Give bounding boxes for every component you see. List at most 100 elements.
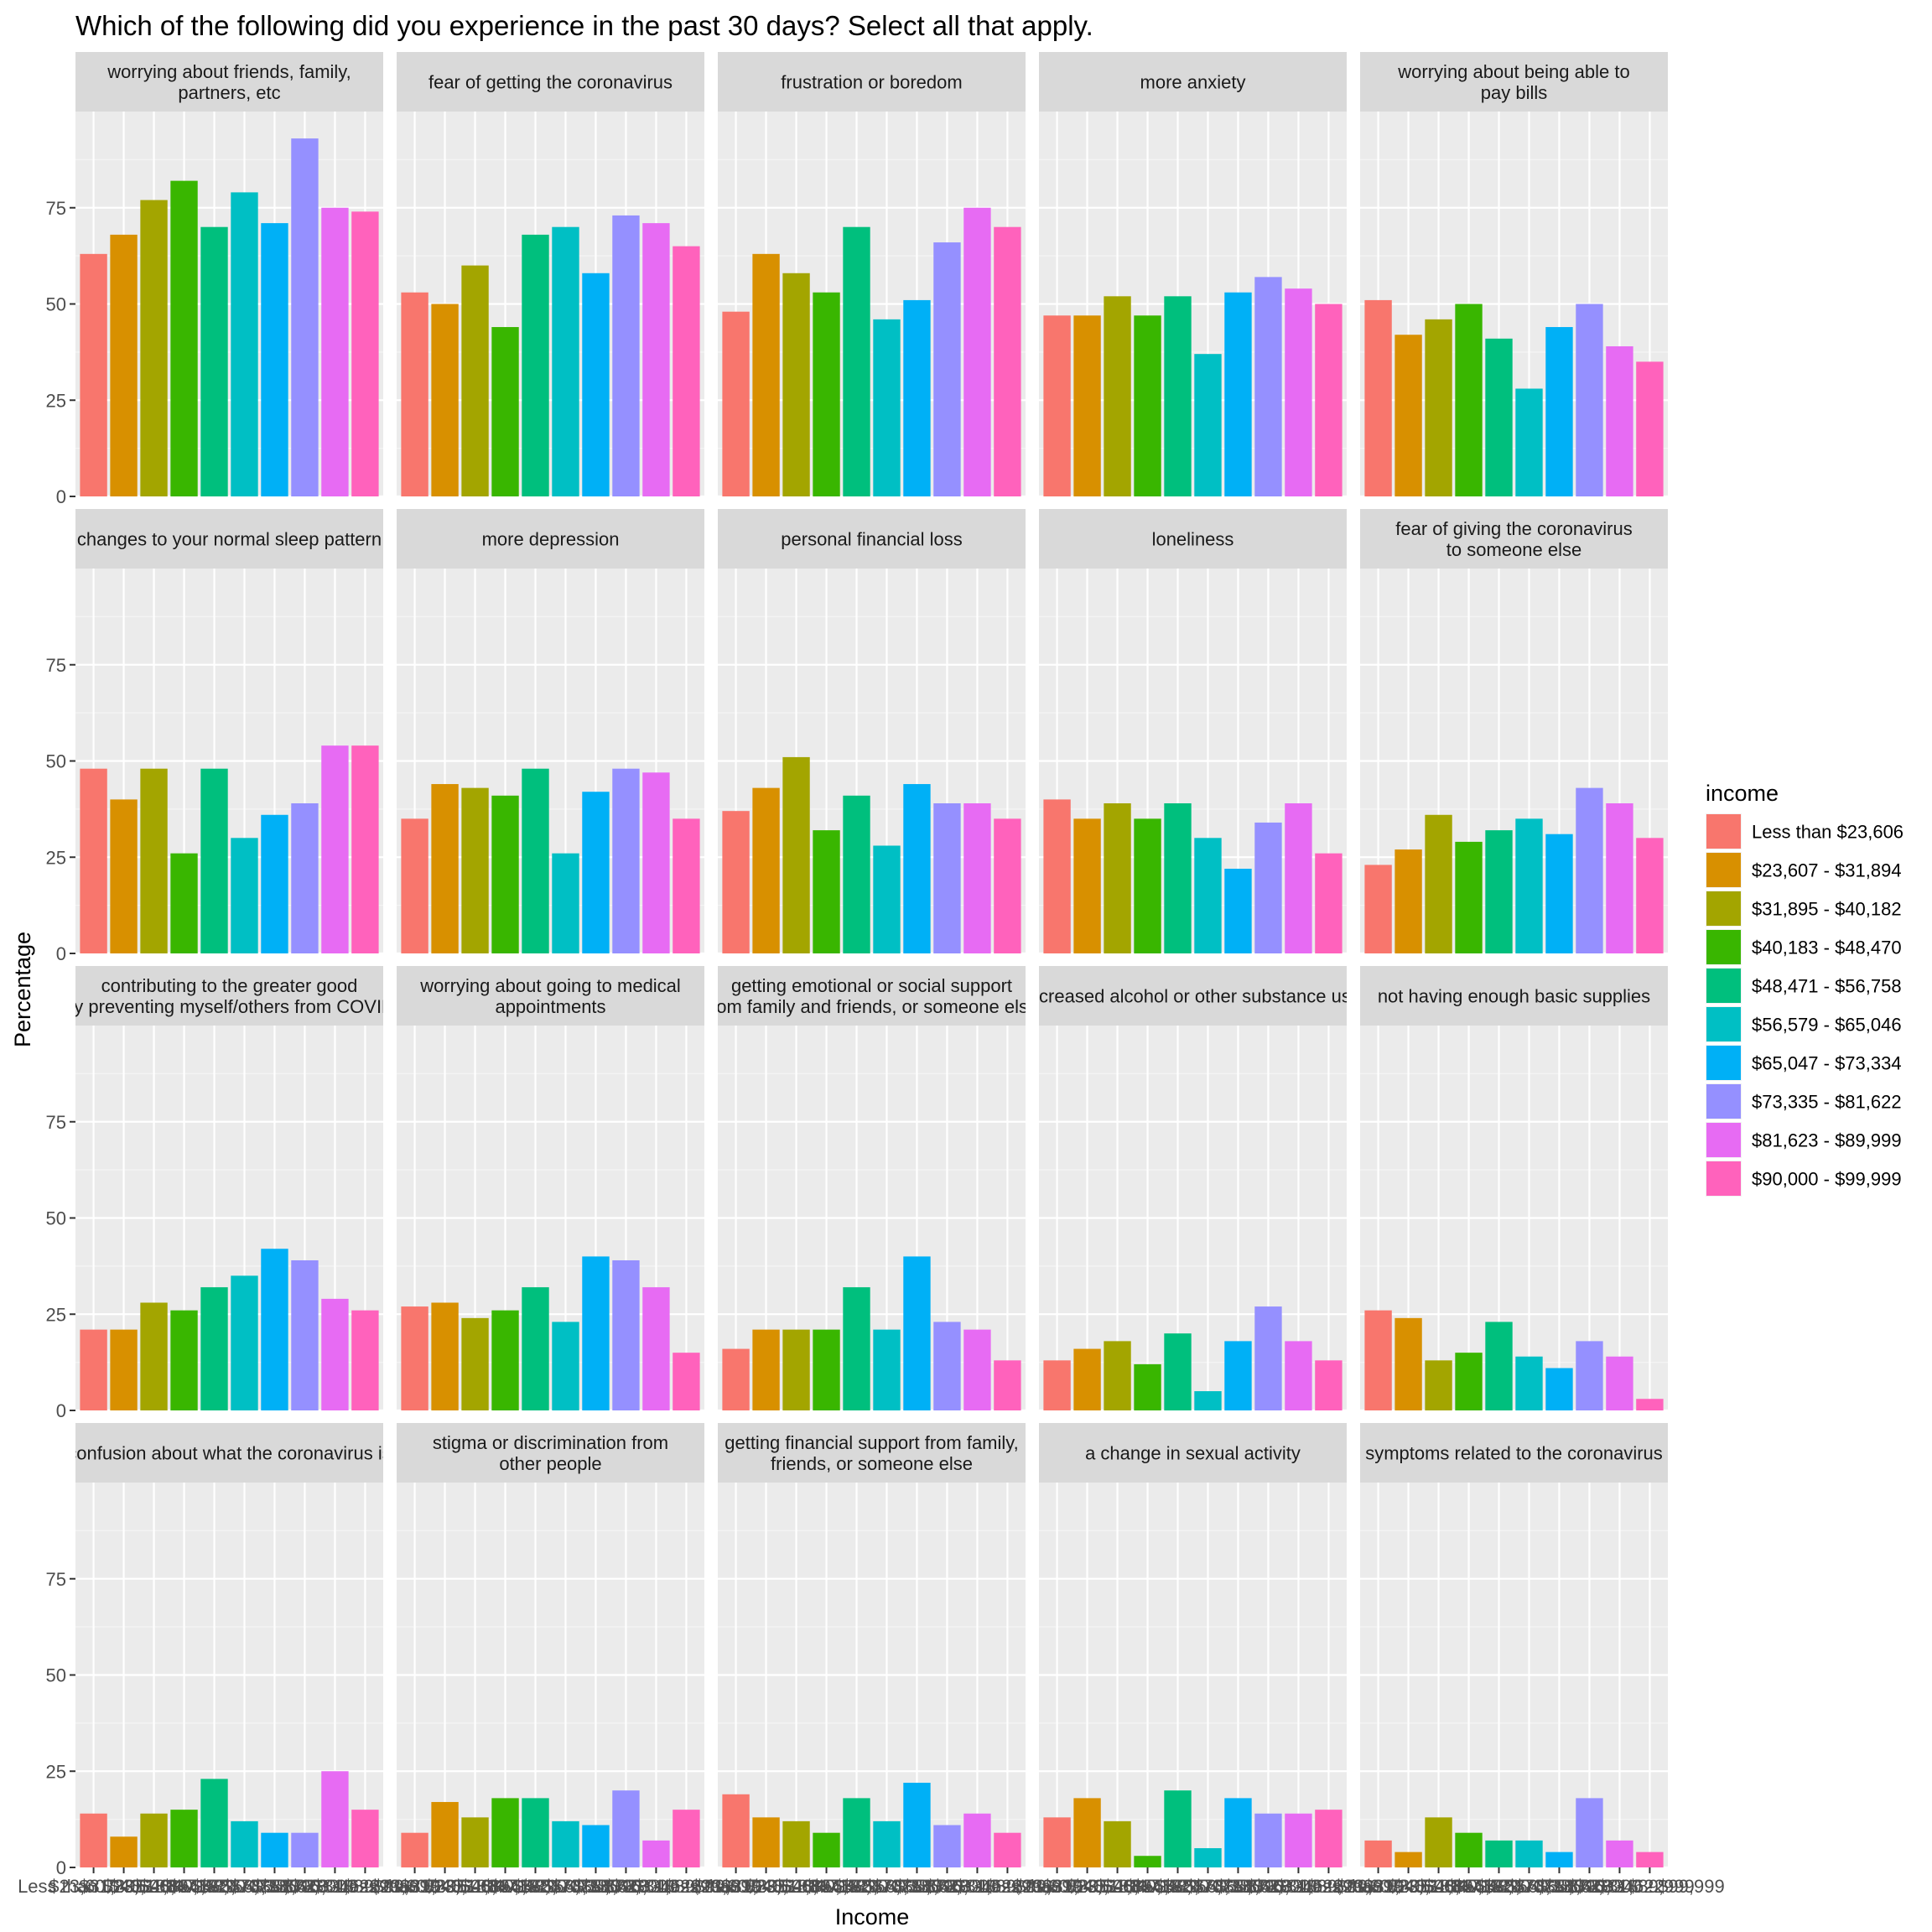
facet-panel: fear of getting the coronavirus — [397, 52, 704, 498]
bar — [843, 1287, 870, 1410]
bar — [1315, 853, 1343, 953]
legend-swatch — [1706, 814, 1741, 849]
facet-strip — [1039, 509, 1347, 569]
x-tick-label: Less than $23,606 — [1302, 1876, 1454, 1897]
bar — [321, 1298, 349, 1410]
bar — [1636, 1852, 1664, 1867]
bar — [1606, 802, 1633, 953]
legend-swatch — [1706, 1007, 1741, 1041]
legend-label: $40,183 - $48,470 — [1752, 937, 1902, 958]
x-tick-label: $56,579 - $65,046 — [169, 1876, 319, 1897]
bar — [994, 818, 1021, 953]
bar — [1194, 1391, 1222, 1410]
x-tick-label: $81,623 - $89,999 — [902, 1876, 1052, 1897]
y-tick-label: 75 — [46, 1569, 66, 1590]
bar — [1636, 838, 1664, 953]
x-tick-label: $23,607 - $31,894 — [1333, 1876, 1483, 1897]
bar — [431, 304, 459, 496]
bar — [491, 327, 519, 496]
bar — [200, 1779, 228, 1867]
bar — [351, 1810, 379, 1867]
x-tick-label: $48,471 - $56,758 — [460, 1876, 610, 1897]
bar — [994, 1360, 1021, 1410]
bar — [1224, 1798, 1252, 1867]
bar — [673, 246, 700, 496]
x-tick-label: $81,623 - $89,999 — [581, 1876, 731, 1897]
y-tick-label: 75 — [46, 655, 66, 676]
x-tick-label: $65,047 - $73,334 — [842, 1876, 992, 1897]
y-tick-label: 0 — [56, 1857, 66, 1878]
bar — [321, 1771, 349, 1867]
x-tick-label: $31,895 - $40,182 — [400, 1876, 550, 1897]
legend-swatch — [1706, 1046, 1741, 1080]
x-tick-label: $65,047 - $73,334 — [1484, 1876, 1634, 1897]
x-tick-label: $40,183 - $48,470 — [1072, 1876, 1223, 1897]
bar — [1576, 1341, 1603, 1410]
bar — [170, 180, 198, 496]
bar — [1364, 299, 1392, 496]
bar — [782, 1820, 810, 1867]
bar — [110, 234, 138, 496]
bar — [1285, 288, 1312, 496]
bar — [813, 292, 840, 496]
facet-label: symptoms related to the coronavirus — [1365, 1443, 1663, 1464]
bar — [1515, 388, 1543, 496]
bar — [722, 1794, 750, 1867]
facet-strip — [1039, 1423, 1347, 1483]
legend-label: $65,047 - $73,334 — [1752, 1053, 1902, 1074]
facet-label: not having enough basic supplies — [1378, 986, 1650, 1007]
bar — [612, 768, 640, 953]
facet-strip — [397, 966, 704, 1026]
bar — [231, 192, 258, 496]
facet-panel: more depression — [397, 509, 704, 955]
facet-panel: worrying about friends, family,partners,… — [46, 52, 383, 507]
legend-swatch — [1706, 1123, 1741, 1157]
bar — [873, 319, 901, 496]
bar — [994, 226, 1021, 496]
bar — [231, 1275, 258, 1410]
bar — [1073, 1348, 1101, 1410]
bar — [612, 1790, 640, 1867]
x-tick-label: $48,471 - $56,758 — [1103, 1876, 1253, 1897]
bar — [722, 1348, 750, 1410]
bar — [1164, 1790, 1192, 1867]
bar — [1455, 304, 1483, 496]
bar — [522, 768, 549, 953]
x-tick-label: $73,335 - $81,622 — [551, 1876, 701, 1897]
bar — [1164, 296, 1192, 496]
bar — [1194, 1848, 1222, 1867]
y-tick-label: 50 — [46, 751, 66, 772]
x-tick-label: $23,607 - $31,894 — [1012, 1876, 1162, 1897]
bar — [1104, 1341, 1131, 1410]
bar — [1134, 1363, 1161, 1410]
bar — [1545, 1852, 1573, 1867]
y-tick-label: 75 — [46, 198, 66, 219]
bar — [231, 838, 258, 953]
facet-panel: confusion about what the coronavirus is 0… — [18, 1423, 440, 1897]
facet-label: pay bills — [1481, 82, 1547, 103]
bar — [1104, 802, 1131, 953]
bar — [261, 1249, 288, 1410]
facet-panel: a change in sexual activity Less than $23… — [981, 1423, 1404, 1897]
facet-label: a change in sexual activity — [1085, 1443, 1301, 1464]
bar — [80, 253, 107, 496]
x-tick-label: $31,895 - $40,182 — [1042, 1876, 1192, 1897]
bar — [170, 1310, 198, 1410]
bar — [80, 1813, 107, 1867]
x-tick-label: $90,000 - $99,999 — [1254, 1876, 1404, 1897]
bar — [813, 1329, 840, 1410]
bar — [673, 818, 700, 953]
bar — [1364, 1840, 1392, 1867]
bar — [1394, 849, 1422, 953]
legend-label: $48,471 - $56,758 — [1752, 976, 1902, 997]
x-tick-label: $90,000 - $99,999 — [611, 1876, 761, 1897]
bar — [1254, 1813, 1282, 1867]
bar — [903, 1256, 931, 1410]
bar — [140, 1302, 168, 1410]
y-tick-label: 50 — [46, 1665, 66, 1686]
bar — [813, 1832, 840, 1867]
bar — [321, 207, 349, 496]
facet-strip — [1360, 1423, 1668, 1483]
bar — [1315, 1360, 1343, 1410]
